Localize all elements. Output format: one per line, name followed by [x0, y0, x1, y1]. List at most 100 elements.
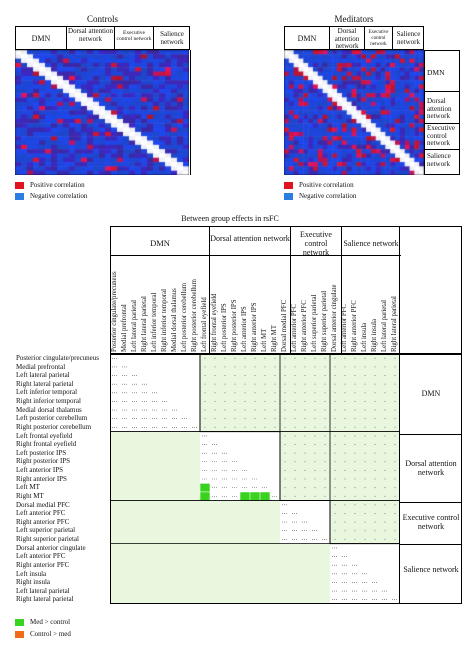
heatmap-cell [130, 526, 140, 536]
heatmap-cell [160, 362, 170, 372]
heatmap-cell [200, 543, 210, 553]
heatmap-cell [170, 560, 180, 570]
heatmap-cell [290, 586, 300, 596]
heatmap-cell [130, 586, 140, 596]
heatmap-cell [170, 578, 180, 587]
heatmap-cell [230, 526, 240, 536]
heatmap-cell [110, 431, 120, 441]
heatmap-cell [320, 552, 330, 561]
meditators-header-dmn: DMN [297, 34, 317, 43]
heatmap-cell [180, 388, 190, 398]
heatmap-cell [360, 552, 370, 561]
controls-header-dorsal: Dorsal attention network [68, 27, 113, 43]
cell-dot [314, 426, 316, 428]
heatmap-cell [200, 586, 210, 596]
cell-dot [214, 418, 216, 420]
heatmap-cell [150, 578, 160, 587]
cell-dot [384, 478, 386, 480]
heatmap-cell [110, 474, 120, 484]
divider [400, 544, 461, 545]
cell-dot [344, 521, 346, 523]
heatmap-cell [280, 543, 290, 553]
heatmap-cell [290, 569, 300, 579]
heatmap-cell [240, 543, 250, 553]
cell-dot [334, 366, 336, 368]
divider [425, 123, 460, 124]
heatmap-cell [170, 397, 180, 406]
cell-dot [324, 452, 326, 454]
col-network-dorsal: Dorsal attention network [210, 234, 290, 243]
cell-dot [304, 495, 306, 497]
heatmap-cell [200, 509, 210, 518]
cell-dot [324, 487, 326, 489]
heatmap-cell [180, 405, 190, 415]
cell-dot [244, 409, 246, 411]
heatmap-cell [180, 535, 190, 544]
med-gt-control-cell [260, 492, 270, 501]
cell-dot [354, 426, 356, 428]
heatmap-cell [260, 595, 270, 604]
heatmap-cell [170, 552, 180, 561]
cell-dot [214, 366, 216, 368]
cell-dot [384, 357, 386, 359]
column-label: Left lateral parietal [380, 299, 388, 352]
heatmap-cell [140, 578, 150, 587]
heatmap-cell [190, 388, 200, 398]
cell-dot [344, 452, 346, 454]
column-label: Right lateral parietal [140, 296, 148, 352]
cell-dot [314, 409, 316, 411]
cell-dot [354, 366, 356, 368]
heatmap-cell [320, 509, 330, 518]
row-label: Left posterior IPS [16, 448, 67, 457]
cell-dot [394, 375, 396, 377]
negative-swatch [15, 193, 24, 200]
cell-dot [214, 392, 216, 394]
heatmap-cell [170, 388, 180, 398]
med-gt-control-cell [250, 492, 260, 501]
heatmap-cell [320, 526, 330, 536]
cell-dot [394, 418, 396, 420]
heatmap-cell [210, 595, 220, 604]
heatmap-cell [190, 586, 200, 596]
controls-header-executive: Executive control network [116, 30, 152, 42]
cell-dot [384, 452, 386, 454]
column-label: Left anterior PFC [290, 304, 298, 352]
column-header-box: DMN Dorsal attention network Executive c… [110, 226, 401, 355]
cell-dot [374, 409, 376, 411]
row-network-salience: Salience network [403, 565, 459, 574]
cell-dot [364, 400, 366, 402]
heatmap-cell [120, 595, 130, 604]
column-label: Left insula [360, 322, 368, 352]
heatmap-cell [270, 474, 280, 484]
heatmap-cell [140, 517, 150, 527]
heatmap-cell [160, 388, 170, 398]
heatmap-cell [120, 500, 130, 510]
cell-dot [294, 469, 296, 471]
column-label: Right anterior PFC [350, 300, 358, 352]
heatmap-cell [110, 500, 120, 510]
cell-dot [394, 538, 396, 540]
row-label: Right MT [16, 491, 44, 500]
cell-dot [344, 461, 346, 463]
heatmap-cell [140, 500, 150, 510]
heatmap-cell [200, 578, 210, 587]
heatmap-cell [190, 414, 200, 423]
heatmap-cell [130, 457, 140, 467]
heatmap-cell [270, 578, 280, 587]
cell-dot [254, 418, 256, 420]
heatmap-cell [170, 354, 180, 363]
column-label: Left inferior temporal [150, 292, 158, 352]
cell-dot [284, 495, 286, 497]
heatmap-cell [280, 595, 290, 604]
heatmap-cell [180, 500, 190, 510]
heatmap-cell [190, 535, 200, 544]
heatmap-cell [220, 552, 230, 561]
heatmap-cell [290, 552, 300, 561]
heatmap-cell [180, 578, 190, 587]
heatmap-cell [230, 517, 240, 527]
column-label: Right superior parietal [320, 290, 328, 352]
divider [392, 27, 393, 51]
heatmap-cell [120, 569, 130, 579]
cell-dot [384, 383, 386, 385]
heatmap-cell [310, 517, 320, 527]
